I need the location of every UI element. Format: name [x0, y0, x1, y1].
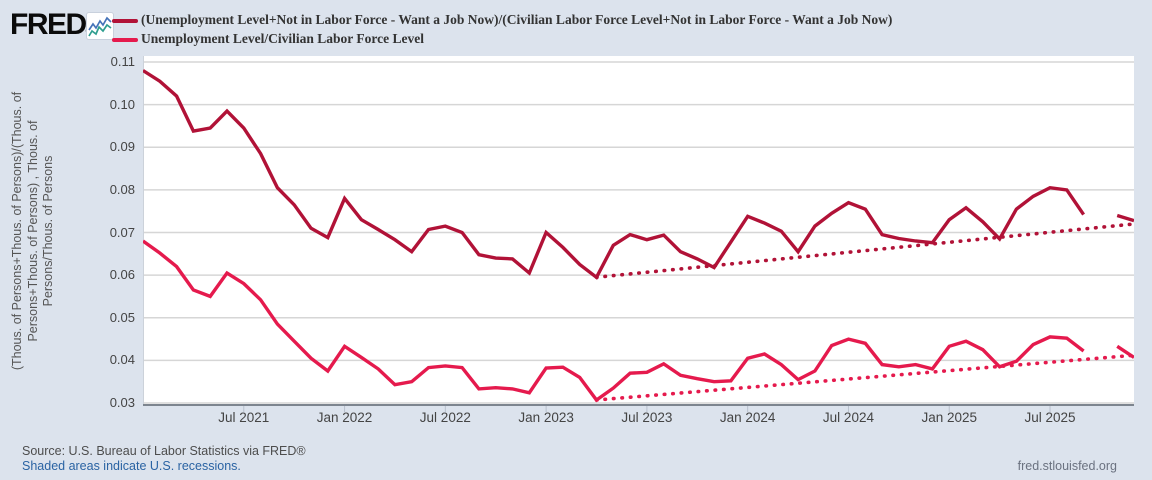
x-tick-label: Jul 2024 — [822, 410, 874, 425]
x-tick-label: Jul 2025 — [1024, 410, 1076, 425]
y-tick-label: 0.11 — [110, 54, 135, 69]
y-tick-label: 0.10 — [109, 96, 135, 112]
x-tick-label: Jul 2023 — [621, 410, 673, 425]
fred-site-link[interactable]: fred.stlouisfed.org — [1017, 459, 1117, 473]
series-line — [143, 239, 1134, 403]
x-tick-label: Jul 2022 — [419, 410, 471, 425]
fred-logo: FRED® — [10, 8, 92, 42]
y-axis-title: (Thous. of Persons+Thous. of Persons)/(T… — [10, 91, 55, 371]
sparkline-icon — [87, 13, 113, 39]
y-tick-label: 0.04 — [109, 352, 135, 368]
y-tick-label: 0.07 — [109, 224, 135, 240]
y-tick-label: 0.06 — [109, 267, 135, 283]
fred-logo-text: FRED — [10, 8, 87, 41]
plot-background — [143, 56, 1134, 405]
legend-swatch-series1 — [112, 19, 138, 23]
y-tick-label: 0.09 — [109, 139, 135, 155]
series-line — [143, 69, 1134, 280]
source-note: Source: U.S. Bureau of Labor Statistics … — [22, 444, 306, 458]
legend-swatch-series2 — [112, 38, 138, 42]
x-tick-label: Jan 2023 — [518, 410, 574, 425]
trend-line — [594, 353, 1134, 402]
y-tick-label: 0.05 — [109, 309, 135, 325]
y-tick-label: 0.08 — [109, 181, 135, 197]
y-tick-label: 0.03 — [109, 395, 135, 410]
legend-label-series2: Unemployment Level/Civilian Labor Force … — [141, 31, 424, 46]
x-tick-label: Jan 2024 — [719, 410, 776, 425]
plot-area[interactable] — [143, 56, 1134, 412]
x-tick-label: Jan 2025 — [921, 410, 978, 425]
x-tick-label: Jan 2022 — [316, 410, 373, 425]
x-tick-label: Jul 2021 — [218, 410, 270, 425]
legend-label-series1: (Unemployment Level+Not in Labor Force -… — [141, 12, 893, 27]
recession-note-link[interactable]: Shaded areas indicate U.S. recessions. — [22, 459, 241, 473]
trend-line — [594, 222, 1134, 280]
